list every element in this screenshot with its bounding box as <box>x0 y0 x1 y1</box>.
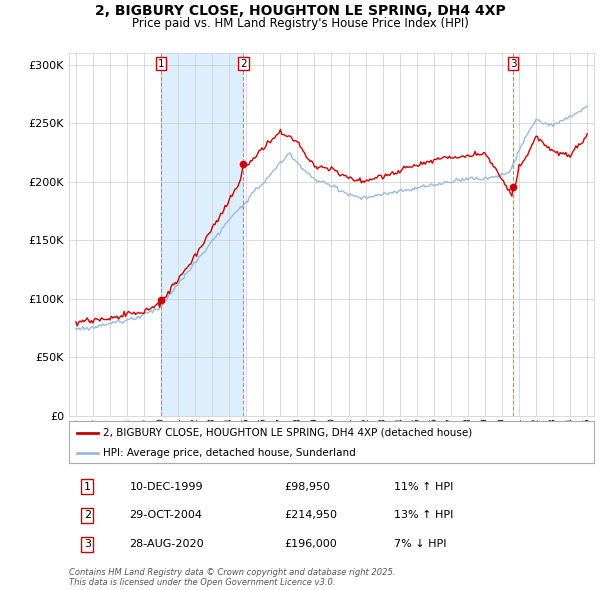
Text: £98,950: £98,950 <box>284 481 330 491</box>
Text: 3: 3 <box>84 539 91 549</box>
Text: Contains HM Land Registry data © Crown copyright and database right 2025.
This d: Contains HM Land Registry data © Crown c… <box>69 568 395 587</box>
Text: 2, BIGBURY CLOSE, HOUGHTON LE SPRING, DH4 4XP (detached house): 2, BIGBURY CLOSE, HOUGHTON LE SPRING, DH… <box>103 428 472 438</box>
Text: 3: 3 <box>510 58 517 68</box>
Text: 13% ↑ HPI: 13% ↑ HPI <box>395 510 454 520</box>
Text: £214,950: £214,950 <box>284 510 337 520</box>
Text: 10-DEC-1999: 10-DEC-1999 <box>130 481 203 491</box>
Text: 2: 2 <box>84 510 91 520</box>
Text: 7% ↓ HPI: 7% ↓ HPI <box>395 539 447 549</box>
Text: 1: 1 <box>84 481 91 491</box>
Text: £196,000: £196,000 <box>284 539 337 549</box>
Text: 1: 1 <box>158 58 164 68</box>
Text: 11% ↑ HPI: 11% ↑ HPI <box>395 481 454 491</box>
Text: 28-AUG-2020: 28-AUG-2020 <box>130 539 204 549</box>
Text: 29-OCT-2004: 29-OCT-2004 <box>130 510 202 520</box>
Text: HPI: Average price, detached house, Sunderland: HPI: Average price, detached house, Sund… <box>103 448 356 458</box>
Text: 2: 2 <box>240 58 247 68</box>
Text: 2, BIGBURY CLOSE, HOUGHTON LE SPRING, DH4 4XP: 2, BIGBURY CLOSE, HOUGHTON LE SPRING, DH… <box>95 4 505 18</box>
Text: Price paid vs. HM Land Registry's House Price Index (HPI): Price paid vs. HM Land Registry's House … <box>131 17 469 30</box>
